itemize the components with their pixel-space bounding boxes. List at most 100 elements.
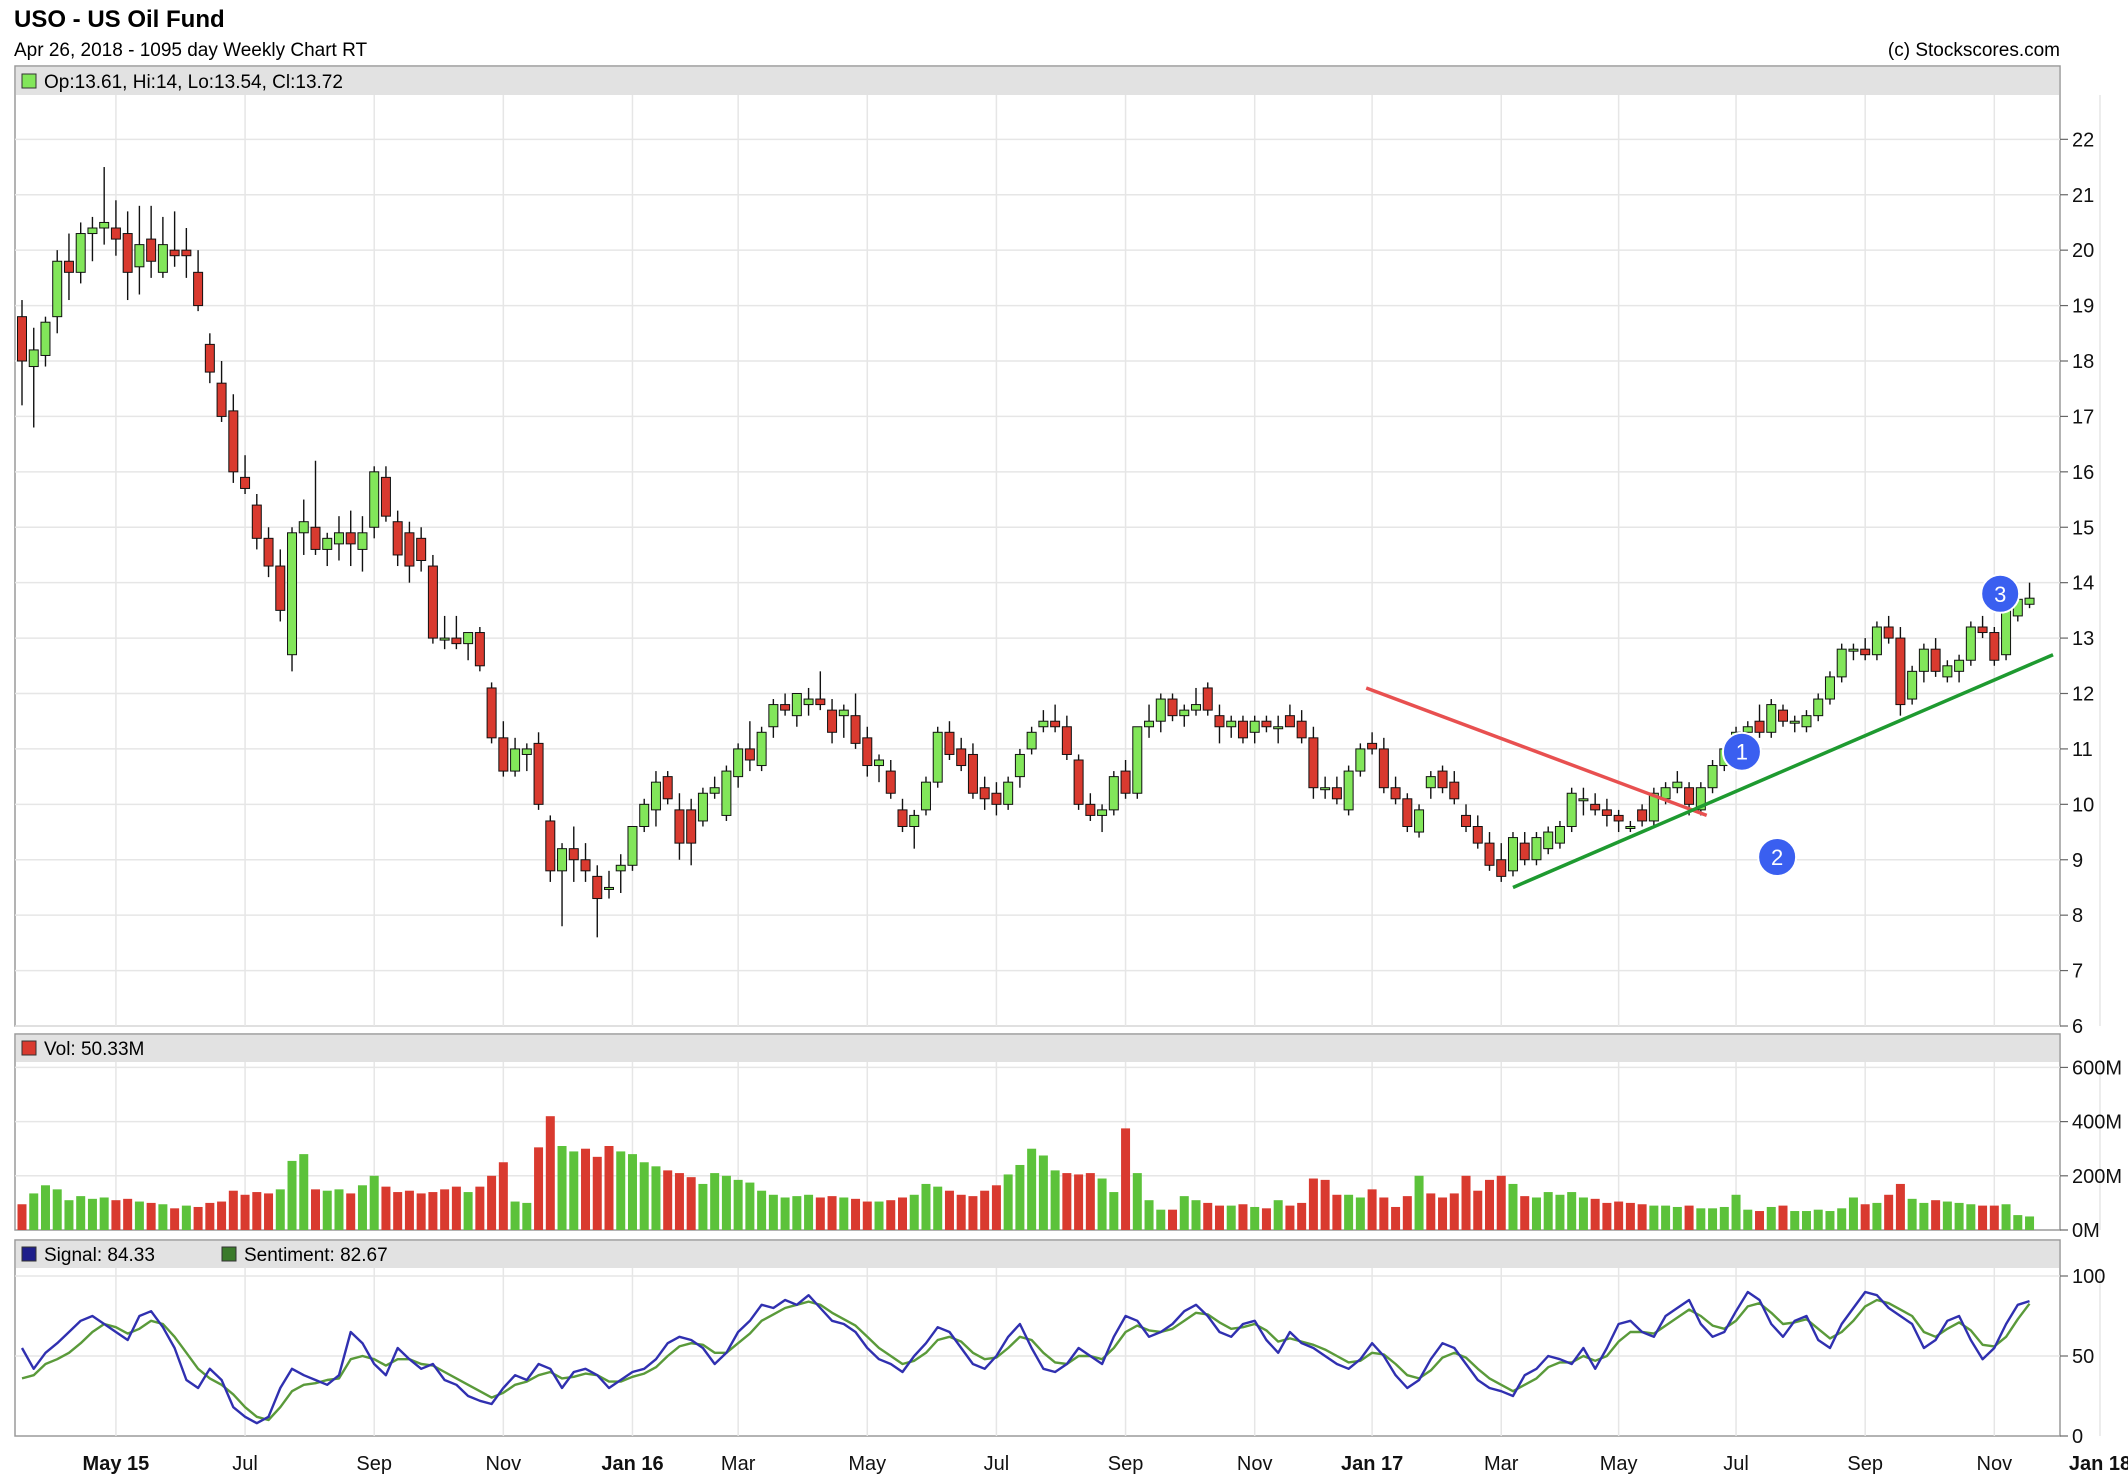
candle-body [134, 244, 145, 268]
candle-body [615, 864, 626, 872]
candle-body [1179, 709, 1190, 717]
candle-body [1296, 720, 1307, 739]
volume-bar [674, 1173, 684, 1230]
volume-bar [17, 1204, 27, 1230]
candle-body [697, 792, 708, 822]
volume-bar [1132, 1173, 1142, 1230]
volume-bar [1872, 1202, 1882, 1230]
marker-circle [1980, 573, 2021, 614]
volume-bar [1520, 1196, 1530, 1230]
volume-bar [1426, 1193, 1436, 1230]
volume-legend-bar [16, 1035, 2059, 1062]
volume-bar [1884, 1194, 1894, 1230]
candle-body [1038, 720, 1049, 728]
candles [17, 167, 2035, 938]
y-tick-label: 14 [2072, 573, 2094, 595]
volume-bar [804, 1194, 814, 1230]
candle-body [310, 526, 321, 550]
candle-body [392, 521, 403, 556]
x-tick-label: Sep [1847, 1453, 1883, 1475]
candle-body [815, 698, 826, 706]
volume-bar [1355, 1197, 1365, 1230]
y-tick-label: 19 [2072, 296, 2094, 318]
volume-bar [1637, 1204, 1647, 1230]
candle-body [1942, 665, 1953, 678]
volume-bar [1027, 1148, 1037, 1230]
candle-body [510, 748, 521, 772]
volume-bar [1074, 1174, 1084, 1230]
volume-bar [968, 1196, 978, 1230]
volume-bar [76, 1196, 86, 1230]
candle-body [1050, 720, 1061, 728]
candle-body [838, 709, 849, 717]
candle-body [1672, 781, 1683, 789]
y-tick-label: 9 [2072, 850, 2083, 872]
volume-bar [1402, 1196, 1412, 1230]
volume-bar [111, 1200, 121, 1230]
volume-bar [1602, 1202, 1612, 1230]
volume-bar [1743, 1209, 1753, 1230]
volume-bar [1320, 1179, 1330, 1230]
candle-body [2001, 609, 2012, 656]
candle-body [1226, 720, 1237, 728]
candle-body [674, 809, 685, 844]
volume-bar [1191, 1200, 1201, 1230]
candle-body [1954, 659, 1965, 672]
y-tick-label: 18 [2072, 351, 2094, 373]
candle-body [721, 770, 732, 816]
volume-bar [1414, 1175, 1424, 1230]
price-legend-bar [16, 67, 2059, 95]
volume-bar [1649, 1205, 1659, 1230]
volume-bar [1508, 1183, 1518, 1230]
x-tick-label: Nov [1977, 1453, 2013, 1475]
series-line-signal [20, 1290, 2030, 1425]
volume-bar [1555, 1194, 1565, 1230]
candle-body [580, 859, 591, 872]
candle-body [967, 753, 978, 794]
candle-body [345, 532, 356, 545]
candle-body [263, 537, 274, 567]
candle-body [1449, 781, 1460, 800]
volume-bar [1778, 1205, 1788, 1230]
candle-body [17, 316, 27, 362]
volume-bar [1978, 1205, 1988, 1230]
volume-bar [1684, 1205, 1694, 1230]
price-legend-swatch [21, 73, 37, 89]
volume-bar [240, 1194, 250, 1230]
x-tick-label: Sep [1108, 1453, 1144, 1475]
volume-bar [1473, 1190, 1483, 1230]
volume-bar [1543, 1192, 1553, 1230]
y-tick-label: 0M [2072, 1220, 2100, 1242]
candle-body [1237, 720, 1248, 739]
support-trendline [1512, 653, 2054, 890]
volume-bar [1297, 1202, 1307, 1230]
volume-bar [311, 1189, 320, 1230]
candle-body [1308, 737, 1319, 789]
volume-bar [1625, 1202, 1635, 1230]
candle-body [709, 787, 720, 794]
y-tick-label: 50 [2072, 1346, 2094, 1368]
volume-bar [1367, 1189, 1377, 1230]
volume-bar [264, 1193, 274, 1230]
candle-body [1132, 726, 1143, 794]
volume-bar [1461, 1175, 1471, 1230]
volume-bar [1790, 1211, 1800, 1230]
candle-body [827, 709, 838, 733]
candle-body [1108, 776, 1119, 811]
volume-bar [463, 1192, 473, 1230]
candle-body [1742, 726, 1753, 733]
candle-body [1684, 787, 1695, 805]
candle-body [110, 227, 121, 240]
volume-bar [29, 1193, 39, 1230]
volume-bar [299, 1154, 309, 1230]
price-legend: Op:13.61, Hi:14, Lo:13.54, Cl:13.72 [44, 72, 343, 93]
candle-body [1472, 826, 1483, 844]
candle-body [920, 781, 931, 811]
candle-body [1026, 731, 1037, 750]
x-tick-label: Mar [1484, 1453, 1519, 1475]
y-tick-label: 11 [2072, 739, 2093, 761]
volume-bar [733, 1179, 743, 1230]
volume-bar [557, 1146, 567, 1230]
candle-body [204, 343, 215, 373]
